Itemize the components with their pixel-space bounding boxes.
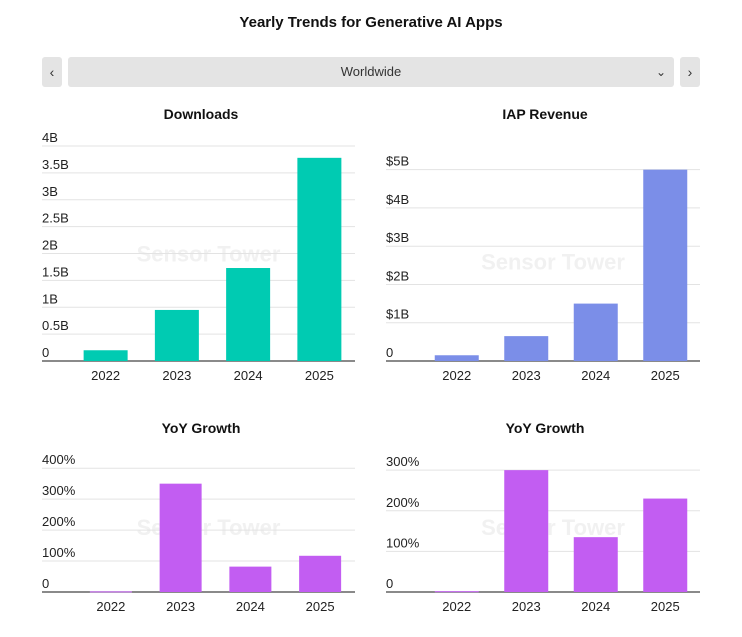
- y-tick-label: 100%: [42, 545, 76, 560]
- y-tick-label: 0.5B: [42, 318, 69, 333]
- watermark-text: Sensor Tower: [481, 515, 625, 540]
- x-tick-label: 2024: [581, 599, 610, 614]
- x-tick-label: 2022: [91, 368, 120, 383]
- bar-2024: [226, 268, 271, 361]
- bar-2025: [643, 169, 688, 361]
- chart-title: YoY Growth: [162, 420, 241, 436]
- x-tick-label: 2025: [651, 368, 680, 383]
- chevron-down-icon: ⌄: [655, 65, 666, 79]
- y-tick-label: 4B: [42, 130, 58, 145]
- x-tick-label: 2023: [512, 599, 541, 614]
- x-tick-label: 2025: [651, 599, 680, 614]
- x-tick-label: 2025: [306, 599, 335, 614]
- x-tick-label: 2022: [442, 599, 471, 614]
- bar-2024: [573, 537, 618, 592]
- chart-title: IAP Revenue: [502, 106, 588, 122]
- y-tick-label: 1B: [42, 291, 58, 306]
- region-selector-bar: ‹ Worldwide ⌄ ›: [42, 57, 700, 87]
- y-tick-label: 2B: [42, 238, 58, 253]
- x-tick-label: 2024: [234, 368, 263, 383]
- chevron-right-icon[interactable]: ›: [680, 57, 700, 87]
- x-tick-label: 2025: [305, 368, 334, 383]
- y-tick-label: $1B: [386, 307, 409, 322]
- y-tick-label: 400%: [42, 452, 76, 467]
- bar-2022: [83, 350, 128, 361]
- bar-2025: [299, 555, 342, 592]
- y-tick-label: $2B: [386, 268, 409, 283]
- bar-2024: [229, 566, 272, 592]
- y-tick-label: 100%: [386, 535, 420, 550]
- y-tick-label: 0: [42, 345, 49, 360]
- watermark-text: Sensor Tower: [137, 515, 281, 540]
- x-tick-label: 2024: [581, 368, 610, 383]
- page-title: Yearly Trends for Generative AI Apps: [239, 14, 503, 31]
- watermark-text: Sensor Tower: [481, 250, 625, 275]
- y-tick-label: 0: [386, 345, 393, 360]
- chart-title: Downloads: [164, 106, 239, 122]
- bar-2023: [504, 470, 549, 592]
- bar-2025: [297, 157, 342, 361]
- x-tick-label: 2022: [442, 368, 471, 383]
- chart-title: YoY Growth: [506, 420, 585, 436]
- y-tick-label: $5B: [386, 154, 409, 169]
- x-tick-label: 2023: [162, 368, 191, 383]
- x-tick-label: 2022: [96, 599, 125, 614]
- y-tick-label: 3.5B: [42, 157, 69, 172]
- y-tick-label: 0: [42, 576, 49, 591]
- y-tick-label: 3B: [42, 184, 58, 199]
- x-tick-label: 2023: [166, 599, 195, 614]
- bar-2024: [573, 303, 618, 361]
- y-tick-label: 2.5B: [42, 211, 69, 226]
- bar-2022: [434, 591, 479, 593]
- y-tick-label: $3B: [386, 230, 409, 245]
- bar-2023: [154, 309, 199, 361]
- bar-2023: [504, 336, 549, 361]
- y-tick-label: 0: [386, 576, 393, 591]
- y-tick-label: 200%: [42, 514, 76, 529]
- x-tick-label: 2024: [236, 599, 265, 614]
- region-dropdown[interactable]: Worldwide ⌄: [68, 57, 674, 87]
- bar-2023: [159, 483, 202, 592]
- chevron-left-icon[interactable]: ‹: [42, 57, 62, 87]
- region-dropdown-value: Worldwide: [340, 64, 402, 79]
- x-tick-label: 2023: [512, 368, 541, 383]
- bar-2025: [643, 498, 688, 592]
- y-tick-label: 1.5B: [42, 264, 69, 279]
- y-tick-label: 300%: [386, 454, 420, 469]
- y-tick-label: 300%: [42, 483, 76, 498]
- y-tick-label: 200%: [386, 495, 420, 510]
- y-tick-label: $4B: [386, 192, 409, 207]
- bar-2022: [89, 591, 132, 593]
- bar-2022: [434, 355, 479, 361]
